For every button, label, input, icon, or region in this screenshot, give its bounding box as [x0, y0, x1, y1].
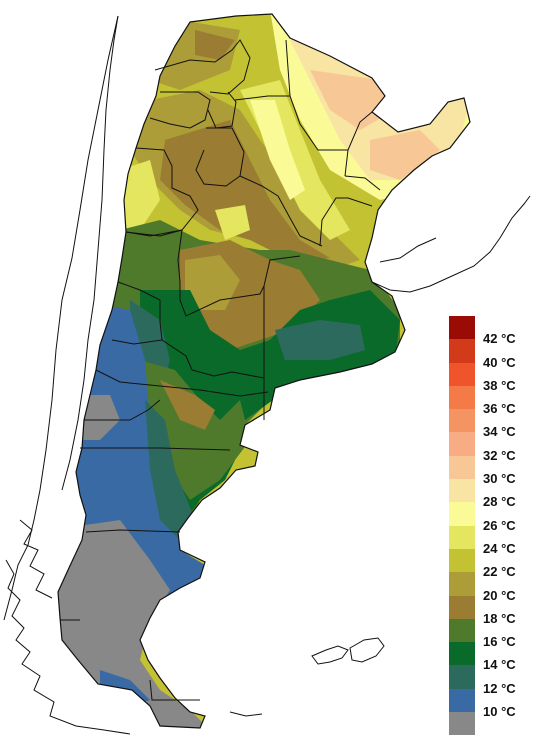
legend-swatch	[449, 712, 475, 736]
legend-swatch	[449, 455, 475, 480]
legend-item: 38 °C	[449, 362, 529, 392]
legend-label: 38 °C	[483, 377, 516, 393]
legend-item: 22 °C	[449, 548, 529, 578]
legend-swatch	[449, 362, 475, 386]
uruguay-outline	[371, 195, 531, 293]
legend-label: 24 °C	[483, 540, 516, 556]
legend-label: 42 °C	[483, 331, 516, 347]
argentina-outline	[57, 13, 471, 729]
chile-coastline	[3, 15, 263, 735]
legend-swatch	[449, 688, 475, 713]
legend-label: 12 °C	[483, 680, 516, 696]
legend-item: 10 °C	[449, 688, 529, 718]
legend-item: 24 °C	[449, 525, 529, 555]
legend-item: 26 °C	[449, 502, 529, 532]
legend-swatch	[449, 665, 475, 689]
legend-swatch	[449, 502, 475, 526]
legend-label: 40 °C	[483, 354, 516, 370]
legend-label: 16 °C	[483, 634, 516, 650]
legend-label: 34 °C	[483, 424, 516, 440]
legend-label: 22 °C	[483, 564, 516, 580]
legend-label: 18 °C	[483, 610, 516, 626]
legend-label: 28 °C	[483, 494, 516, 510]
legend-label: 10 °C	[483, 704, 516, 720]
legend-label: 36 °C	[483, 401, 516, 417]
legend-swatch	[449, 432, 475, 456]
province-borders	[60, 39, 381, 701]
legend-item: 28 °C	[449, 479, 529, 508]
legend-item: 14 °C	[449, 642, 529, 671]
legend-item: 42 °C	[449, 316, 529, 345]
legend-item: 16 °C	[449, 618, 529, 648]
legend-label: 14 °C	[483, 657, 516, 673]
legend-label: 32 °C	[483, 447, 516, 463]
legend-swatch	[449, 385, 475, 410]
falkland-islands	[311, 637, 385, 665]
legend-swatch	[449, 339, 475, 363]
legend-item: 18 °C	[449, 595, 529, 625]
legend-swatch	[449, 642, 475, 666]
legend-swatch	[449, 618, 475, 643]
temperature-legend: 42 °C 40 °C 38 °C 36 °C 34 °C 32 °C 30 °…	[449, 316, 529, 736]
legend-item: 20 °C	[449, 572, 529, 602]
legend-label: 20 °C	[483, 587, 516, 603]
legend-item	[449, 712, 529, 736]
legend-swatch	[449, 572, 475, 596]
legend-item: 40 °C	[449, 339, 529, 369]
legend-item: 30 °C	[449, 455, 529, 485]
legend-swatch	[449, 316, 475, 340]
legend-swatch	[449, 479, 475, 503]
legend-item: 12 °C	[449, 665, 529, 695]
legend-item: 32 °C	[449, 432, 529, 462]
legend-swatch	[449, 548, 475, 573]
legend-label: 30 °C	[483, 471, 516, 487]
legend-swatch	[449, 595, 475, 619]
legend-item: 34 °C	[449, 409, 529, 438]
legend-label: 26 °C	[483, 517, 516, 533]
legend-swatch	[449, 409, 475, 433]
legend-swatch	[449, 525, 475, 549]
legend-item: 36 °C	[449, 385, 529, 415]
